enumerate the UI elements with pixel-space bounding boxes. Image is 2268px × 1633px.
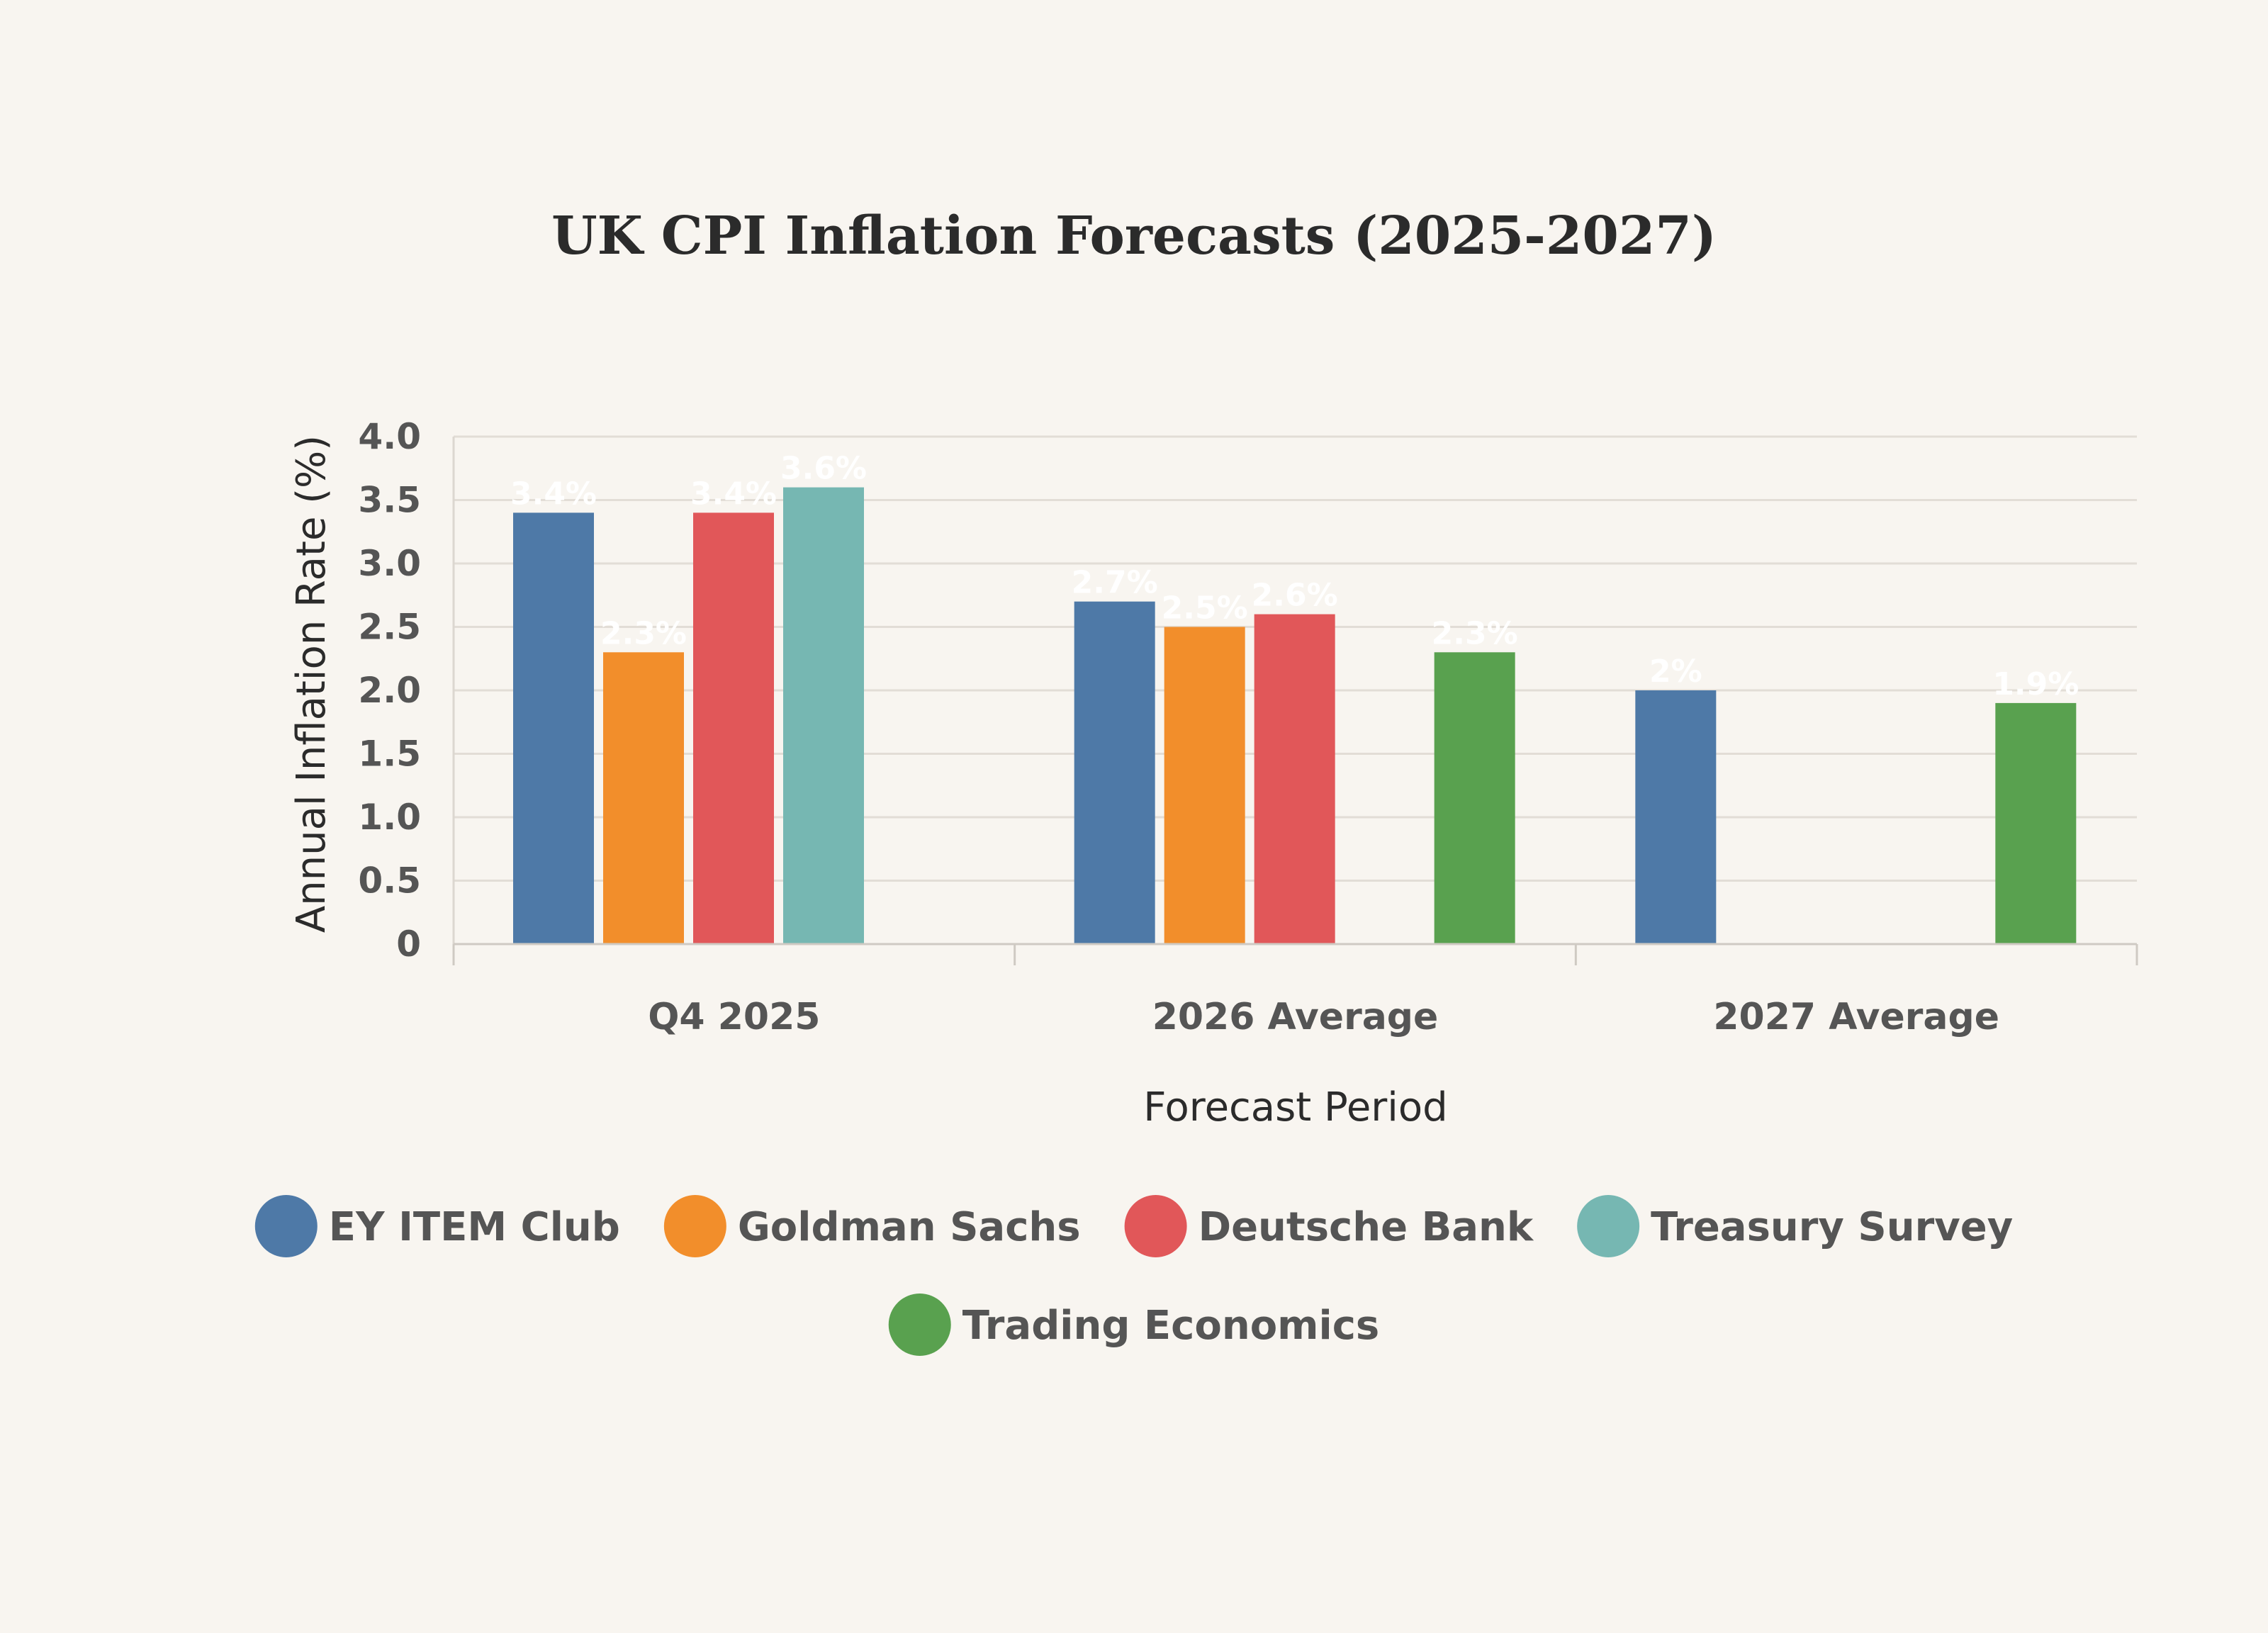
data-label: 2.7% (1072, 565, 1158, 601)
y-tick-label: 1.0 (358, 797, 421, 838)
legend: EY ITEM Club Goldman Sachs Deutsche Bank Tr… (254, 1195, 2013, 1356)
bar[interactable] (1635, 690, 1717, 944)
x-tick-label: Q4 2025 (648, 996, 820, 1038)
legend-item[interactable]: Trading Economics (888, 1294, 1380, 1356)
y-tick-label: 0 (396, 924, 421, 965)
data-label: 2.3% (1432, 615, 1518, 651)
bar[interactable] (1254, 614, 1335, 944)
bar[interactable] (1995, 702, 2077, 944)
x-tick-label: 2027 Average (1713, 996, 1999, 1038)
data-label: 3.6% (780, 451, 867, 487)
legend-label: Trading Economics (962, 1303, 1380, 1349)
legend-item[interactable]: Goldman Sachs (663, 1195, 1081, 1257)
legend-swatch (254, 1195, 318, 1257)
data-labels: 3.4%2.3%3.4%3.6%2.7%2.5% 2.6%2.3%2% 1.9% (510, 451, 2079, 702)
y-axis-label: Annual Inflation Rate (%) (288, 435, 335, 933)
legend-label: Goldman Sachs (738, 1204, 1081, 1250)
legend-item[interactable]: EY ITEM Club (254, 1195, 620, 1257)
bar[interactable] (783, 487, 864, 944)
y-tick-label: 1.5 (358, 734, 421, 775)
data-label: 2.5% (1162, 590, 1248, 627)
data-label: 3.4% (510, 476, 597, 512)
data-label: 1.9% (1992, 666, 2079, 702)
axes: 0 0.5 1.0 1.5 2.0 2.5 3.0 3.5 4.0 Q4 2025 2026 Ave… (358, 416, 2138, 1038)
data-label: 2.6% (1252, 578, 1338, 614)
legend-swatch (1577, 1195, 1640, 1257)
legend-swatch (663, 1195, 726, 1257)
bar[interactable] (513, 512, 594, 944)
y-tick-label: 3.5 (358, 480, 421, 521)
legend-swatch (888, 1294, 951, 1356)
data-label: 3.4% (690, 476, 777, 512)
legend-item[interactable]: Treasury Survey (1577, 1195, 2013, 1257)
legend-label: EY ITEM Club (329, 1204, 620, 1250)
x-axis-label: Forecast Period (1143, 1084, 1447, 1130)
bar[interactable] (693, 512, 774, 944)
y-tick-label: 4.0 (358, 416, 421, 457)
x-tick-label: 2026 Average (1152, 996, 1439, 1038)
y-tick-label: 2.5 (358, 607, 421, 648)
bar[interactable] (1434, 652, 1515, 944)
legend-item[interactable]: Deutsche Bank (1124, 1195, 1534, 1257)
y-tick-label: 0.5 (358, 860, 421, 902)
data-label: 2% (1649, 653, 1702, 690)
y-tick-label: 2.0 (358, 670, 421, 711)
bar[interactable] (603, 652, 684, 944)
legend-label: Deutsche Bank (1198, 1204, 1534, 1250)
data-label: 2.3% (600, 615, 687, 651)
y-tick-label: 3.0 (358, 543, 421, 584)
legend-label: Treasury Survey (1651, 1204, 2013, 1250)
chart-title: UK CPI Inflation Forecasts (2025-2027) (551, 206, 1717, 266)
bars (513, 487, 2077, 945)
bar[interactable] (1164, 627, 1245, 945)
bar[interactable] (1074, 601, 1155, 944)
legend-swatch (1124, 1195, 1187, 1257)
